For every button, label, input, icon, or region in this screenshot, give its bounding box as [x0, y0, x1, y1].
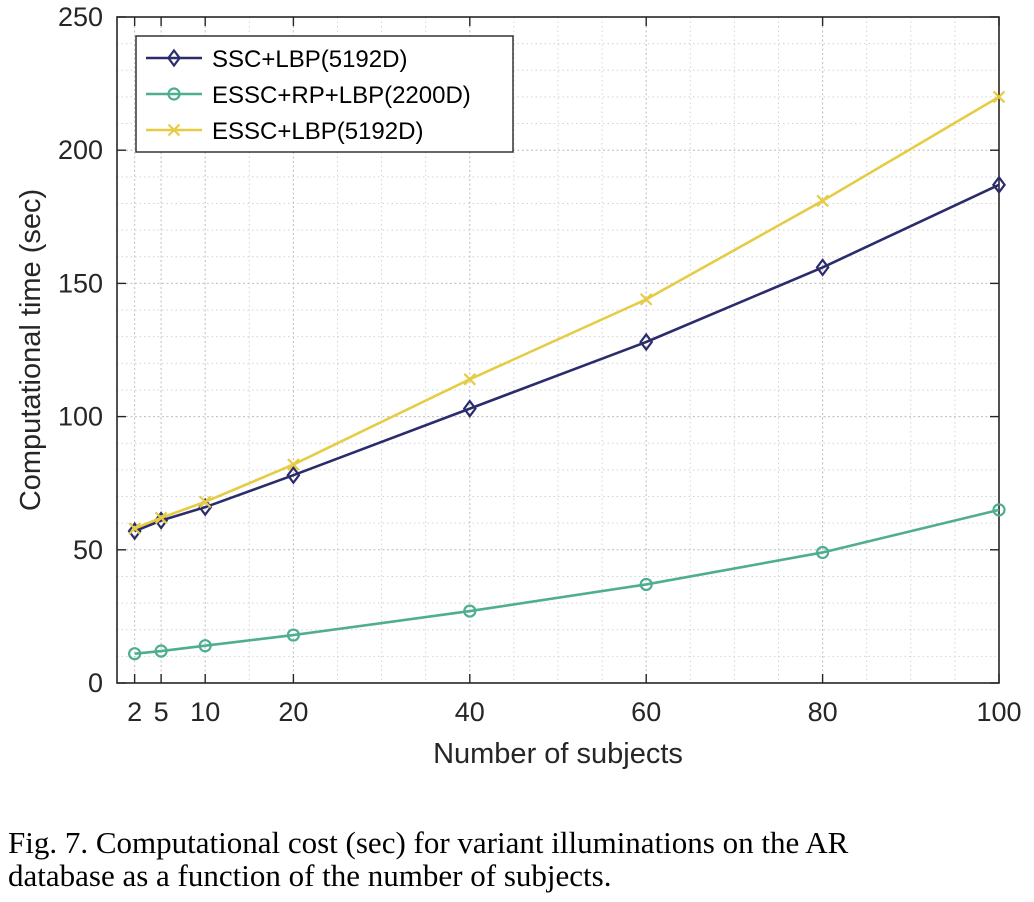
legend-entry: ESSC+RP+LBP(2200D): [146, 82, 471, 109]
legend-entry: ESSC+LBP(5192D): [146, 118, 423, 145]
x-marker: [198, 495, 212, 509]
series-line: [134, 183, 1000, 533]
x-marker: [992, 90, 1006, 104]
circle-marker: [992, 503, 1006, 517]
y-axis-title: Computational time (sec): [15, 189, 47, 511]
circle-marker: [198, 639, 212, 653]
diamond-marker: [127, 521, 142, 541]
x-marker: [639, 293, 653, 306]
axis-ticks: [117, 16, 1000, 684]
diamond-marker: [639, 332, 654, 352]
diamond-marker: [992, 175, 1006, 195]
line-chart: 2 5 10 20 40 60 80 100 0 50 100 150 200 250 Number of…: [15, 2, 1022, 770]
circle-marker: [167, 87, 181, 101]
circle-marker: [463, 604, 477, 618]
x-marker-stroke: [198, 495, 212, 509]
x-marker-stroke: [992, 90, 1006, 104]
x-marker-stroke: [128, 522, 141, 535]
x-marker: [463, 373, 477, 386]
legend-label: ESSC+RP+LBP(2200D): [212, 82, 471, 109]
y-tick-label: 250: [58, 2, 103, 32]
x-marker-stroke: [154, 511, 168, 525]
series-x: [128, 90, 1006, 535]
x-tick-label: 80: [808, 697, 838, 727]
series-line: [134, 508, 1000, 655]
x-marker-stroke: [639, 293, 653, 306]
caption-line-2: database as a function of the number of …: [8, 858, 612, 893]
x-marker: [154, 511, 168, 525]
series-diamond: [127, 175, 1006, 541]
diamond-marker: [286, 465, 301, 485]
y-tick-label: 200: [58, 135, 103, 165]
x-tick-label: 60: [631, 697, 661, 727]
x-axis-title: Number of subjects: [433, 738, 683, 770]
circle-marker: [128, 647, 142, 661]
legend-label: SSC+LBP(5192D): [212, 46, 407, 73]
series-line: [134, 95, 1000, 530]
legend-items: SSC+LBP(5192D) ESSC+RP+LBP(2200D) ESSC+LBP…: [146, 46, 471, 145]
caption-line-1: Fig. 7. Computational cost (sec) for var…: [8, 825, 849, 860]
x-marker: [816, 194, 829, 208]
legend-entry: SSC+LBP(5192D): [146, 46, 407, 73]
x-marker-stroke: [463, 373, 477, 386]
circle-marker: [154, 644, 168, 658]
x-marker: [167, 123, 181, 137]
circle-marker: [815, 545, 830, 560]
y-tick-label: 100: [58, 402, 103, 432]
x-marker: [128, 522, 141, 535]
x-tick-label: 20: [278, 697, 308, 727]
y-tick-label: 50: [73, 535, 103, 565]
x-tick-label: 2: [127, 697, 142, 727]
diamond-marker: [462, 399, 477, 418]
x-marker-stroke: [287, 458, 300, 471]
y-tick-label: 0: [88, 668, 103, 698]
diamond-marker: [167, 48, 181, 68]
x-tick-label: 100: [976, 697, 1021, 727]
x-tick-label: 10: [190, 697, 220, 727]
x-marker-stroke: [816, 194, 829, 208]
tick-labels: 2 5 10 20 40 60 80 100 0 50 100 150 200 250: [58, 2, 1022, 727]
figure-caption: Fig. 7. Computational cost (sec) for var…: [8, 826, 1024, 892]
circle-marker: [639, 577, 653, 592]
x-marker: [287, 458, 300, 471]
x-tick-label: 40: [455, 697, 485, 727]
x-marker-stroke: [167, 123, 181, 137]
plot-frame: [116, 16, 1000, 684]
y-tick-label: 150: [58, 268, 103, 298]
series-layer: [127, 90, 1006, 661]
legend-label: ESSC+LBP(5192D): [212, 118, 423, 145]
x-tick-label: 5: [154, 697, 169, 727]
legend: SSC+LBP(5192D) ESSC+RP+LBP(2200D) ESSC+LBP…: [135, 35, 514, 153]
series-circle: [128, 503, 1006, 661]
diamond-marker: [815, 258, 830, 277]
circle-marker: [286, 628, 300, 642]
